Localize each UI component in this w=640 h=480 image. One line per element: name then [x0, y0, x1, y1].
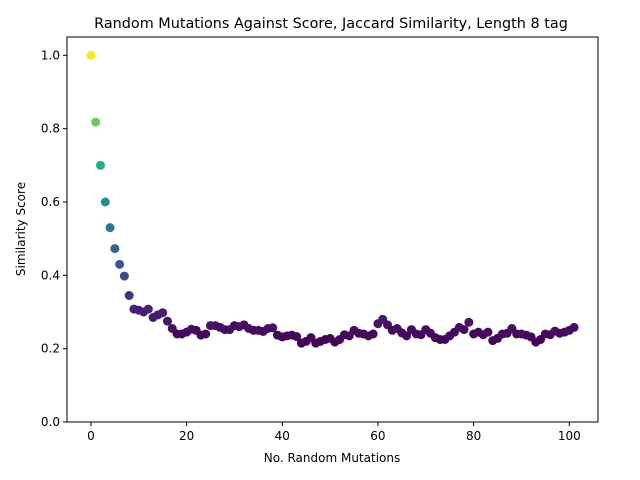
data-point [95, 160, 105, 170]
x-tick-label: 80 [466, 429, 481, 443]
data-point [143, 304, 153, 314]
data-point [402, 331, 412, 341]
data-point [115, 259, 125, 269]
y-axis: 0.0 0.2 0.4 0.6 0.8 1.0 [41, 48, 67, 429]
x-axis-title: No. Random Mutations [264, 451, 401, 465]
data-point [292, 332, 302, 342]
data-point [91, 117, 101, 127]
points-layer [86, 50, 579, 348]
plot-frame [66, 36, 599, 423]
data-point [86, 50, 96, 60]
data-point [162, 316, 172, 326]
y-tick-label: 1.0 [41, 48, 60, 62]
y-axis-title: Similarity Score [14, 182, 28, 276]
data-point [459, 325, 469, 335]
x-tick-label: 40 [275, 429, 290, 443]
data-point [569, 322, 579, 332]
x-tick-label: 0 [87, 429, 95, 443]
y-tick-label: 0.2 [41, 342, 60, 356]
chart-title: Random Mutations Against Score, Jaccard … [94, 16, 568, 32]
data-point [119, 271, 129, 281]
y-tick-label: 0.4 [41, 268, 60, 282]
x-tick-label: 20 [179, 429, 194, 443]
x-tick-label: 100 [558, 429, 581, 443]
x-tick-label: 60 [370, 429, 385, 443]
y-tick-label: 0.0 [41, 415, 60, 429]
data-point [201, 329, 211, 339]
data-point [368, 329, 378, 339]
data-point [483, 327, 493, 337]
x-axis: 0 20 40 60 80 100 [87, 422, 581, 443]
y-tick-label: 0.8 [41, 122, 60, 136]
data-point [124, 291, 134, 300]
data-point [105, 223, 115, 233]
y-tick-label: 0.6 [41, 195, 60, 209]
data-point [100, 197, 110, 207]
data-point [158, 308, 168, 318]
data-point [110, 244, 120, 254]
data-point [268, 323, 278, 333]
data-point [464, 317, 474, 327]
